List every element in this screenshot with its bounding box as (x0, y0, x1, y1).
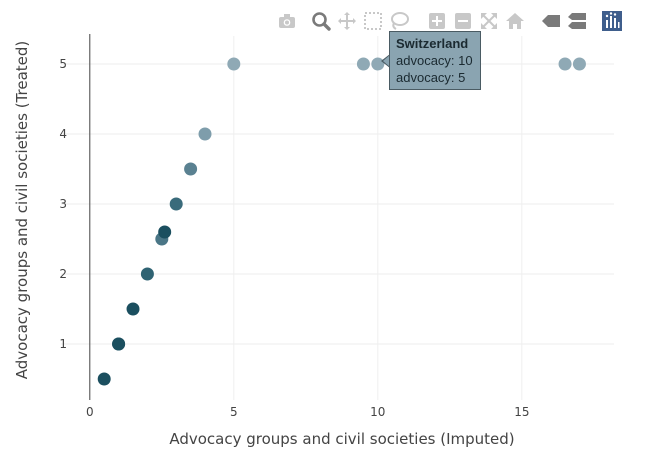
x-axis-label: Advocacy groups and civil societies (Imp… (169, 430, 514, 448)
autoscale-icon[interactable] (478, 10, 500, 32)
x-tick-label: 10 (370, 405, 385, 419)
tooltip-line-1: advocacy: 10 (396, 53, 473, 68)
scatter-point[interactable] (126, 302, 140, 316)
y-tick-label: 3 (59, 197, 67, 211)
modebar (276, 10, 646, 32)
x-tick-label: 15 (514, 405, 529, 419)
compare-icon[interactable] (566, 10, 588, 32)
lasso-select-icon[interactable] (388, 10, 410, 32)
scatter-point[interactable] (169, 197, 183, 211)
scatter-point[interactable] (198, 127, 212, 141)
scatter-point[interactable] (158, 225, 172, 239)
zoom-out-icon[interactable] (452, 10, 474, 32)
scatter-point[interactable] (97, 372, 111, 386)
tooltip-arrow-fill (383, 55, 390, 67)
zoom-in-icon[interactable] (426, 10, 448, 32)
box-select-icon[interactable] (362, 10, 384, 32)
reset-axes-icon[interactable] (504, 10, 526, 32)
scatter-point[interactable] (227, 57, 241, 71)
scatter-point[interactable] (112, 337, 126, 351)
scatter-point[interactable] (558, 57, 572, 71)
camera-icon[interactable] (276, 10, 298, 32)
x-tick-label: 5 (230, 405, 238, 419)
scatter-point[interactable] (184, 162, 198, 176)
y-tick-label: 1 (59, 337, 67, 351)
scatter-point[interactable] (356, 57, 370, 71)
y-tick-label: 2 (59, 267, 67, 281)
y-axis-label: Advocacy groups and civil societies (Tre… (13, 41, 31, 379)
plotly-logo-icon[interactable] (601, 10, 623, 32)
data-points[interactable] (97, 57, 586, 386)
y-tick-label: 4 (59, 127, 67, 141)
zoom-icon[interactable] (310, 10, 332, 32)
tick-labels: 0 5 10 15 1 2 3 4 5 (59, 57, 529, 419)
spike-lines-icon[interactable] (540, 10, 562, 32)
scatter-point[interactable] (140, 267, 154, 281)
pan-icon[interactable] (336, 10, 358, 32)
scatter-point[interactable] (572, 57, 586, 71)
tooltip-title: Switzerland (396, 36, 469, 51)
x-tick-label: 0 (86, 405, 94, 419)
hover-tooltip: Switzerland advocacy: 10 advocacy: 5 (389, 31, 481, 90)
y-tick-label: 5 (59, 57, 67, 71)
gridlines (61, 36, 614, 400)
tooltip-line-2: advocacy: 5 (396, 70, 466, 85)
